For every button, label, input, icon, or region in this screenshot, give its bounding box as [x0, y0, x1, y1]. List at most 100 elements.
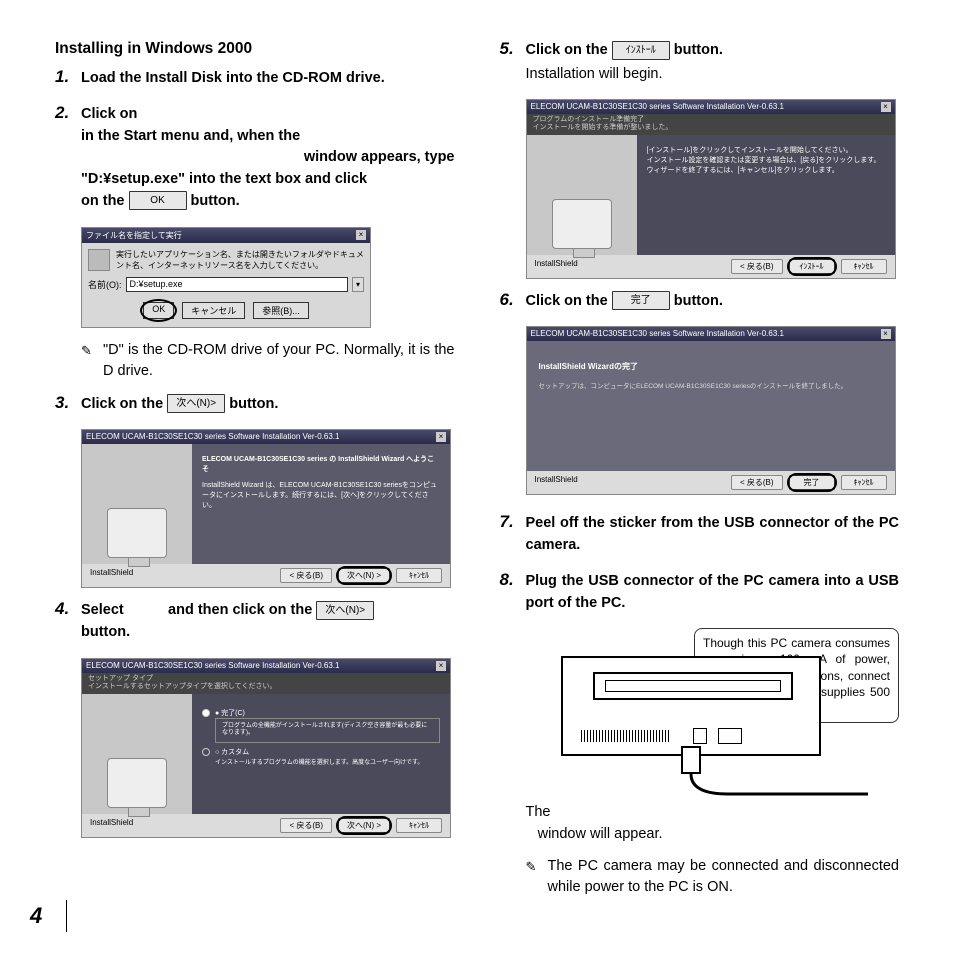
- t: "D:¥setup.exe" into the text box and cli…: [81, 171, 367, 187]
- right-column: 5. Click on the ｲﾝｽﾄｰﾙ button. Installat…: [500, 40, 900, 910]
- dialog-title-bar: ファイル名を指定して実行×: [82, 228, 370, 243]
- computer-image: [527, 135, 637, 255]
- step-4: 4. Select and then click on the 次へ(N)> bu…: [55, 600, 455, 644]
- step-num: 1.: [55, 67, 69, 87]
- wizard-strip: セットアップ タイプ インストールするセットアップタイプを選択してください。: [82, 673, 450, 694]
- option-custom: ○ カスタムインストールするプログラムの機能を選択します。高度なユーザー向けです…: [202, 747, 440, 766]
- wizard-buttons: InstallShield < 戻る(B) 完了 ｷｬﾝｾﾙ: [527, 471, 895, 494]
- install-button[interactable]: ｲﾝｽﾄｰﾙ: [789, 259, 835, 274]
- usb-plug: [681, 746, 701, 774]
- wizard-title: ELECOM UCAM-B1C30SE1C30 series Software …: [82, 430, 450, 444]
- run-input[interactable]: [126, 277, 349, 292]
- back-button[interactable]: < 戻る(B): [731, 259, 783, 274]
- t: ELECOM UCAM-B1C30SE1C30 series Software …: [531, 329, 784, 339]
- step-num: 4.: [55, 599, 69, 619]
- wizard-body: セットアップは、コンピュータにELECOM UCAM-B1C30SE1C30 s…: [539, 380, 883, 390]
- footer-label: InstallShield: [90, 568, 133, 583]
- option-complete: ● 完了(C)プログラムの全機能がインストールされます(ディスク空き容量が最も必…: [202, 708, 440, 744]
- t: window appears, type: [81, 147, 455, 169]
- run-dialog-screenshot: ファイル名を指定して実行× 実行したいアプリケーション名、または開きたいフォルダ…: [81, 227, 371, 328]
- close-icon: ×: [881, 329, 891, 339]
- cancel-button[interactable]: キャンセル: [182, 302, 245, 319]
- section-title: Installing in Windows 2000: [55, 40, 455, 58]
- step-num: 5.: [500, 39, 514, 59]
- step-num: 7.: [500, 512, 514, 532]
- t: button.: [81, 624, 130, 640]
- note-text: The PC camera may be connected and disco…: [548, 858, 900, 895]
- close-icon: ×: [881, 102, 891, 112]
- t: Select: [81, 602, 128, 618]
- close-icon: ×: [436, 661, 446, 671]
- wizard-title: ELECOM UCAM-B1C30SE1C30 series Software …: [527, 100, 895, 114]
- back-button[interactable]: < 戻る(B): [280, 818, 332, 833]
- cancel-button[interactable]: ｷｬﾝｾﾙ: [396, 568, 442, 583]
- t: in the Start menu and, when the: [81, 128, 300, 144]
- t: ELECOM UCAM-B1C30SE1C30 series Software …: [86, 661, 339, 671]
- ok-button[interactable]: OK: [143, 302, 174, 319]
- page-number: 4: [30, 903, 42, 929]
- wizard-buttons: InstallShield < 戻る(B) ｲﾝｽﾄｰﾙ ｷｬﾝｾﾙ: [527, 255, 895, 278]
- t: Click on the: [526, 293, 612, 309]
- next-button[interactable]: 次へ(N) >: [338, 818, 390, 833]
- step-7: 7. Peel off the sticker from the USB con…: [500, 513, 900, 557]
- step-8: 8. Plug the USB connector of the PC came…: [500, 571, 900, 615]
- step-text: Click on the ｲﾝｽﾄｰﾙ button.: [526, 40, 900, 62]
- radio-icon[interactable]: [202, 709, 210, 717]
- cancel-button[interactable]: ｷｬﾝｾﾙ: [841, 259, 887, 274]
- wizard-main: [インストール]をクリックしてインストールを開始してください。 インストール設定…: [527, 135, 895, 255]
- cancel-button[interactable]: ｷｬﾝｾﾙ: [841, 475, 887, 490]
- wizard-5-screenshot: ELECOM UCAM-B1C30SE1C30 series Software …: [526, 99, 896, 279]
- t: The: [526, 804, 551, 820]
- opt-text: プログラムの全機能がインストールされます(ディスク空き容量が最も必要になります)…: [215, 718, 440, 744]
- wizard-main: ELECOM UCAM-B1C30SE1C30 series の Install…: [82, 444, 450, 564]
- footer-label: InstallShield: [535, 475, 578, 490]
- t: button.: [187, 193, 240, 209]
- step-num: 2.: [55, 103, 69, 123]
- cancel-button[interactable]: ｷｬﾝｾﾙ: [396, 818, 442, 833]
- t: on the: [81, 193, 129, 209]
- pc-slot: [593, 672, 793, 700]
- wizard-body: InstallShield Wizard は、ELECOM UCAM-B1C30…: [202, 480, 440, 510]
- step-sub: Installation will begin.: [526, 64, 900, 85]
- pc-box: [561, 656, 821, 756]
- opt-label: ○ カスタム: [215, 747, 423, 757]
- note-icon: ✎: [526, 858, 537, 877]
- back-button[interactable]: < 戻る(B): [280, 568, 332, 583]
- t: and then click on the: [164, 602, 316, 618]
- input-row: 名前(O): ▾: [88, 277, 364, 292]
- usb-diagram: Though this PC camera consumes a maximum…: [526, 628, 900, 788]
- wizard-main: InstallShield Wizardの完了 セットアップは、コンピュータにE…: [527, 341, 895, 471]
- opt-label: ● 完了(C): [215, 708, 440, 718]
- computer-image: [82, 444, 192, 564]
- run-icon: [88, 249, 110, 271]
- ok-button-inline: OK: [129, 191, 187, 210]
- finish-button[interactable]: 完了: [789, 475, 835, 490]
- left-column: Installing in Windows 2000 1. Load the I…: [55, 40, 455, 910]
- t: ELECOM UCAM-B1C30SE1C30 series Software …: [531, 102, 784, 112]
- note-hotplug: ✎ The PC camera may be connected and dis…: [500, 856, 900, 898]
- usb-cable: [688, 774, 888, 804]
- browse-button[interactable]: 参照(B)...: [253, 302, 309, 319]
- desc-text: 実行したいアプリケーション名、または開きたいフォルダやドキュメント名、インターネ…: [116, 249, 364, 271]
- step-num: 3.: [55, 393, 69, 413]
- step-num: 8.: [500, 570, 514, 590]
- computer-image: [82, 694, 192, 814]
- radio-icon[interactable]: [202, 748, 210, 756]
- monitor-icon: [107, 758, 167, 808]
- t: button.: [670, 293, 723, 309]
- wizard-content: [インストール]をクリックしてインストールを開始してください。 インストール設定…: [637, 135, 895, 255]
- t: ELECOM UCAM-B1C30SE1C30 series Software …: [86, 432, 339, 442]
- step-text: Click on the 完了 button.: [526, 291, 900, 313]
- wizard-buttons: InstallShield < 戻る(B) 次へ(N) > ｷｬﾝｾﾙ: [82, 814, 450, 837]
- note-d-drive: ✎ "D" is the CD-ROM drive of your PC. No…: [55, 340, 455, 382]
- step-6: 6. Click on the 完了 button.: [500, 291, 900, 313]
- wizard-buttons: InstallShield < 戻る(B) 次へ(N) > ｷｬﾝｾﾙ: [82, 564, 450, 587]
- next-button[interactable]: 次へ(N) >: [338, 568, 390, 583]
- step-2: 2. Click on in the Start menu and, when …: [55, 104, 455, 213]
- step-text: Load the Install Disk into the CD-ROM dr…: [81, 68, 455, 90]
- step-5: 5. Click on the ｲﾝｽﾄｰﾙ button. Installat…: [500, 40, 900, 85]
- t: button.: [670, 42, 723, 58]
- next-button-inline: 次へ(N)>: [316, 601, 374, 620]
- back-button[interactable]: < 戻る(B): [731, 475, 783, 490]
- wizard-main: ● 完了(C)プログラムの全機能がインストールされます(ディスク空き容量が最も必…: [82, 694, 450, 814]
